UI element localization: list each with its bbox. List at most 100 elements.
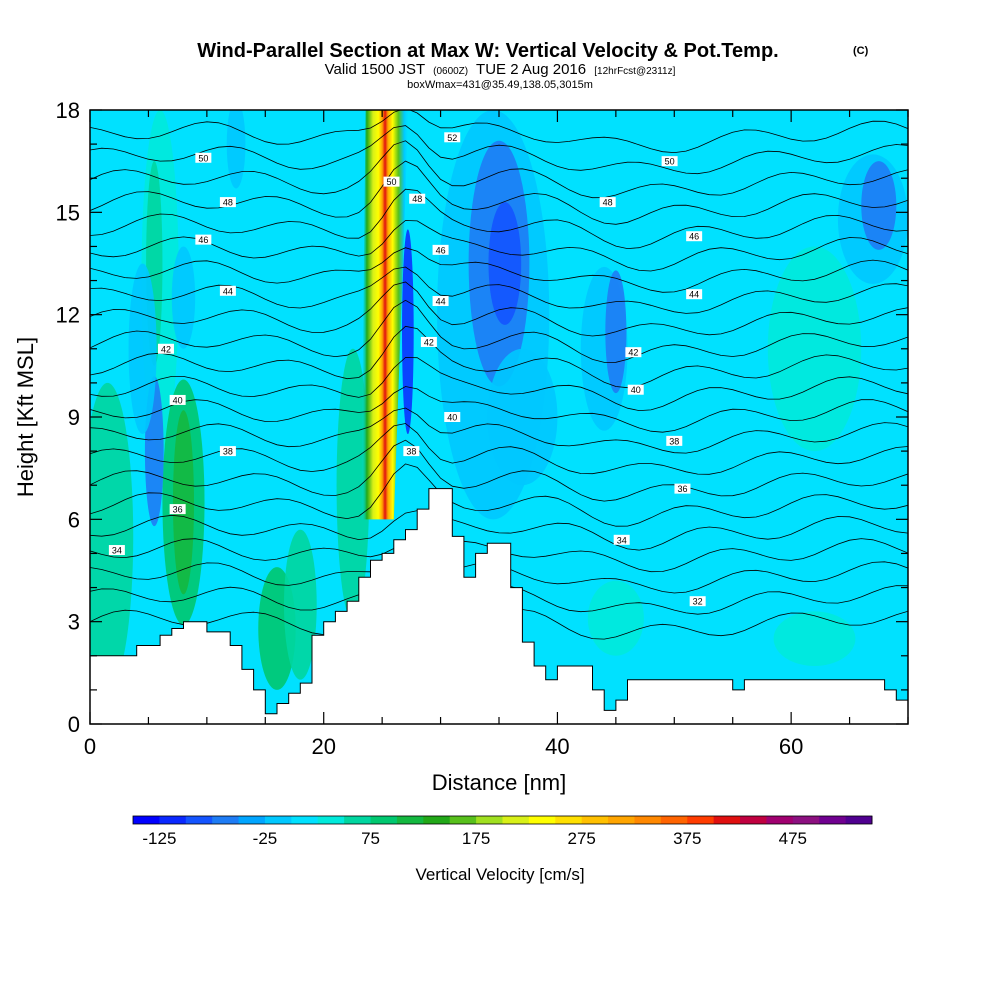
theta-contour-13 [90, 281, 908, 337]
theta-label-bg [219, 446, 236, 457]
theta-contour-20 [90, 125, 908, 175]
subtitle-forecast: [12hrFcst@2311z] [594, 66, 675, 77]
theta-label: 52 [444, 132, 461, 143]
theta-label: 34 [108, 545, 125, 556]
theta-label: 42 [157, 343, 174, 354]
theta-label-text: 40 [173, 395, 183, 405]
theta-label-bg [686, 289, 703, 300]
velocity-blob-11 [336, 348, 370, 622]
theta-label-bg [444, 132, 461, 143]
colorbar-title: Vertical Velocity [cm/s] [415, 865, 584, 884]
velocity-field [90, 110, 908, 690]
theta-label-text: 46 [436, 245, 446, 255]
theta-contour-5 [90, 463, 908, 527]
theta-label-text: 48 [223, 198, 233, 208]
colorbar-swatch [581, 816, 609, 824]
theta-contour-11 [90, 325, 908, 389]
theta-contour-16 [90, 220, 908, 272]
velocity-blob-10 [283, 529, 317, 680]
colorbar-tick-label: -125 [142, 829, 176, 848]
theta-label: 36 [674, 483, 691, 494]
theta-label-bg [613, 534, 630, 545]
colorbar-swatch [528, 816, 556, 824]
colorbar-swatch [845, 816, 873, 824]
theta-label-text: 50 [665, 157, 675, 167]
colorbar-swatch [502, 816, 530, 824]
chart-subtitle-2: boxWmax=431@35.49,138.05,3015m [407, 79, 593, 91]
theta-contour-6 [90, 439, 908, 502]
theta-label-text: 42 [161, 344, 171, 354]
colorbar-swatch [608, 816, 635, 824]
theta-label-bg [432, 296, 449, 307]
colorbar-swatch [792, 816, 820, 824]
x-tick-label: 20 [311, 734, 335, 759]
colorbar-tick-label: -25 [253, 829, 278, 848]
theta-label-text: 36 [677, 484, 687, 494]
x-tick-label: 40 [545, 734, 569, 759]
colorbar: -125 -25 75 175 275 375 475 [132, 815, 873, 848]
theta-label-text: 34 [617, 535, 627, 545]
velocity-blob-8 [226, 110, 246, 189]
theta-label: 42 [420, 336, 437, 347]
theta-label: 38 [666, 435, 683, 446]
theta-contour-8 [90, 407, 908, 454]
velocity-blob-19 [861, 161, 897, 250]
colorbar-swatch [317, 816, 345, 824]
theta-contour-4 [90, 510, 908, 551]
theta-label-text: 38 [669, 436, 679, 446]
colorbar-swatch [370, 816, 398, 824]
theta-contour-17 [90, 188, 908, 250]
theta-label-bg [219, 285, 236, 296]
theta-contour-labels: 34 36 38 40 42 44 46 48 50 38 40 42 44 46 48 50 52 34 38 32… [108, 132, 706, 607]
theta-label: 44 [219, 285, 236, 296]
theta-label: 48 [409, 193, 426, 204]
downdraft-core [402, 229, 414, 435]
colorbar-swatch [238, 816, 266, 824]
colorbar-tick-label: 175 [462, 829, 490, 848]
updraft-core [361, 110, 409, 520]
theta-label-bg [666, 435, 683, 446]
theta-label-bg [195, 152, 212, 163]
theta-label-text: 32 [693, 597, 703, 607]
theta-label-bg [169, 394, 186, 405]
theta-label-bg [674, 483, 691, 494]
theta-label-text: 50 [198, 153, 208, 163]
theta-label-bg [409, 193, 426, 204]
theta-label-bg [444, 412, 461, 422]
theta-label-bg [625, 347, 642, 358]
theta-contours [90, 110, 908, 640]
theta-label-text: 36 [173, 505, 183, 515]
terrain [90, 488, 908, 724]
colorbar-swatch [476, 816, 503, 824]
subtitle-valid: Valid 1500 JST [325, 61, 425, 78]
colorbar-tick-label: 375 [673, 829, 701, 848]
theta-label-bg [432, 244, 449, 255]
theta-label-bg [383, 176, 400, 187]
theta-label-text: 40 [447, 413, 457, 423]
colorbar-swatch [634, 816, 662, 824]
theta-label: 46 [686, 231, 703, 242]
colorbar-swatch [449, 816, 477, 824]
colorbar-swatch [291, 816, 319, 824]
y-tick-label: 12 [56, 303, 80, 328]
theta-label-bg [157, 343, 174, 354]
colorbar-swatch [185, 816, 213, 824]
theta-label: 46 [195, 234, 212, 245]
theta-label-text: 34 [112, 546, 122, 556]
theta-contour-12 [90, 299, 908, 363]
theta-label-bg [599, 197, 616, 208]
theta-contour-21 [90, 110, 908, 154]
colorbar-swatch [660, 816, 688, 824]
y-axis-label: Height [Kft MSL] [13, 337, 38, 497]
theta-label-text: 42 [628, 348, 638, 358]
velocity-blob-14 [488, 202, 522, 325]
velocity-blob-0 [90, 382, 134, 690]
colorbar-swatch [159, 816, 187, 824]
theta-label-text: 44 [436, 297, 446, 307]
subtitle-date: TUE 2 Aug 2016 [476, 61, 586, 78]
colorbar-swatch [212, 816, 240, 824]
theta-label-bg [169, 504, 186, 515]
theta-label-text: 48 [603, 198, 613, 208]
theta-label-text: 50 [386, 177, 396, 187]
colorbar-tick-label: 275 [567, 829, 595, 848]
